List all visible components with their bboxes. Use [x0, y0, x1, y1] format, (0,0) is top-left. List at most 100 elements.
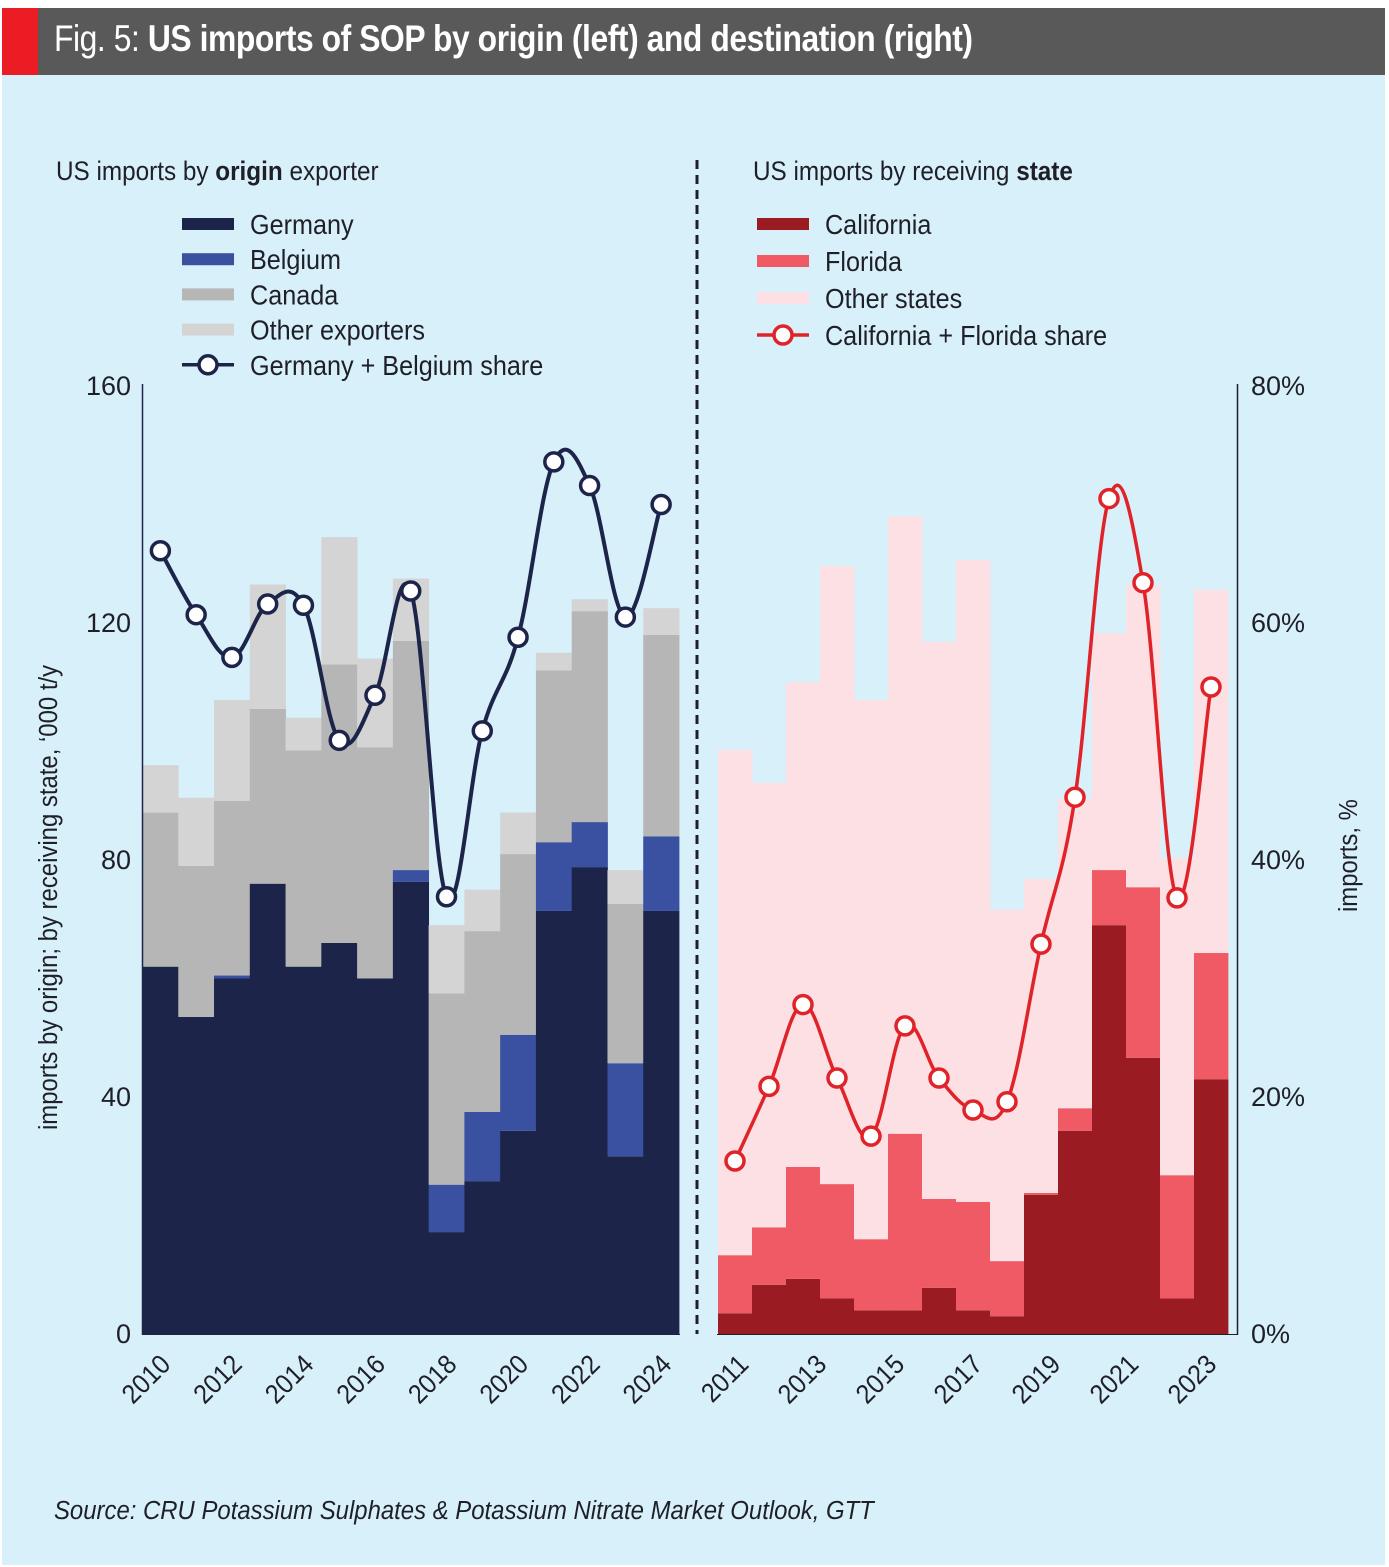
right-y-axis-label: imports, %	[1334, 799, 1363, 912]
share-point-9	[996, 1090, 1018, 1113]
bar-other_states-8	[956, 560, 991, 1202]
share-point-2013	[256, 593, 279, 615]
legend-label-share: California + Florida share	[825, 320, 1107, 352]
bar-california-5	[854, 1310, 889, 1334]
bar-canada-2023	[607, 903, 644, 1064]
bar-california-1	[718, 1313, 753, 1334]
x-tick-label: 2010	[117, 1350, 177, 1410]
bar-florida-6	[888, 1133, 923, 1311]
bar-florida-5	[854, 1239, 889, 1311]
share-point-7	[928, 1067, 950, 1089]
legend-label-canada: Canada	[250, 279, 338, 311]
bar-belgium-2017	[392, 870, 430, 882]
bar-florida-12	[1092, 870, 1127, 926]
share-point-10	[1030, 933, 1052, 955]
share-point-5	[860, 1125, 882, 1147]
right-x-ticks: 2011 2013 2015 2017 2019 2021 2023	[696, 1350, 1222, 1410]
bar-canada-2013	[249, 708, 286, 884]
share-point-2	[758, 1075, 780, 1098]
bar-florida-14	[1160, 1175, 1195, 1299]
legend-label-germany: Germany	[250, 209, 354, 241]
x-tick-label: 2017	[929, 1350, 989, 1410]
bar-canada-2014	[285, 750, 322, 967]
bar-germany-2024	[643, 910, 680, 1334]
share-point-2011	[185, 603, 207, 626]
bar-other_states-13	[1126, 585, 1161, 888]
share-point-2019	[471, 720, 494, 742]
y-tick-label: 40	[101, 1082, 131, 1112]
y-tick-label: 80	[101, 845, 131, 875]
legend-label-belgium: Belgium	[250, 244, 341, 276]
legend-label-florida: Florida	[825, 246, 902, 278]
bar-belgium-2020	[500, 1034, 537, 1131]
figure-title: Fig. 5: US imports of SOP by origin (lef…	[54, 18, 973, 60]
bar-canada-2021	[535, 670, 573, 843]
legend-swatch-california	[757, 218, 809, 230]
bar-other_exporters-2015	[321, 537, 358, 665]
bar-california-12	[1092, 925, 1127, 1334]
legend-swatch-other_exporters	[182, 323, 234, 336]
y-tick-label: 0	[116, 1319, 131, 1349]
bar-florida-9	[990, 1261, 1025, 1317]
x-tick-label: 2022	[546, 1350, 606, 1410]
bar-other_states-3	[786, 682, 821, 1167]
bar-other_exporters-2019	[464, 889, 501, 932]
left-y-axis-label: imports by origin; by receiving state, ‘…	[34, 664, 63, 1130]
bar-california-14	[1160, 1298, 1195, 1334]
bar-other_exporters-2021	[535, 652, 573, 671]
bar-florida-15	[1194, 953, 1229, 1080]
share-point-12	[1098, 487, 1120, 510]
share-point-13	[1132, 571, 1154, 594]
bar-belgium-2021	[535, 842, 573, 911]
bar-california-2	[752, 1284, 787, 1334]
share-point-6	[894, 1015, 916, 1037]
x-tick-label: 2016	[331, 1350, 391, 1410]
x-tick-label: 2020	[475, 1350, 535, 1410]
bar-canada-2018	[428, 993, 465, 1185]
bar-germany-2011	[178, 1017, 215, 1334]
bar-california-11	[1058, 1130, 1093, 1334]
bar-canada-2016	[357, 747, 394, 979]
figure-label: Fig. 5:	[54, 18, 140, 59]
share-point-8	[962, 1099, 984, 1121]
bar-california-15	[1194, 1079, 1229, 1334]
bar-germany-2017	[392, 881, 430, 1334]
bar-canada-2019	[464, 931, 501, 1112]
bar-germany-2022	[571, 867, 608, 1334]
share-point-3	[792, 993, 814, 1016]
left-subtitle: US imports by origin exporter	[56, 157, 379, 186]
bar-other_exporters-2012	[214, 700, 251, 801]
bar-florida-8	[956, 1201, 991, 1311]
right-y-ticks: 0% 20% 40% 60% 80%	[1251, 371, 1305, 1349]
bar-canada-2012	[214, 800, 251, 976]
bar-other_states-11	[1058, 798, 1093, 1109]
share-point-2015	[328, 729, 350, 752]
bar-germany-2013	[249, 883, 286, 1334]
bar-canada-2022	[571, 611, 608, 823]
x-tick-label: 2019	[1007, 1350, 1067, 1410]
right-share-line	[724, 483, 1222, 1172]
bar-other_states-6	[888, 516, 923, 1134]
legend-swatch-belgium	[182, 253, 234, 266]
legend-swatch-florida	[757, 255, 809, 267]
bar-belgium-2012	[214, 975, 251, 979]
bar-other_states-1	[718, 749, 753, 1256]
bar-germany-2014	[285, 966, 322, 1334]
bar-other_states-7	[922, 641, 957, 1199]
bar-germany-2023	[607, 1156, 644, 1334]
bar-other_states-15	[1194, 589, 1229, 954]
bar-other_states-10	[1024, 878, 1059, 1193]
bar-other_exporters-2018	[428, 925, 465, 994]
right-bars	[718, 516, 1229, 1334]
bar-other_states-5	[854, 700, 889, 1240]
x-tick-label: 2012	[188, 1350, 248, 1410]
y2-tick-label: 80%	[1251, 371, 1305, 401]
bar-belgium-2018	[428, 1184, 465, 1233]
left-bars	[142, 537, 680, 1334]
bar-other_exporters-2024	[643, 608, 680, 635]
share-point-11	[1064, 786, 1086, 808]
y-tick-label: 120	[86, 608, 131, 638]
share-point-2016	[364, 684, 386, 707]
bar-germany-2018	[428, 1232, 465, 1334]
